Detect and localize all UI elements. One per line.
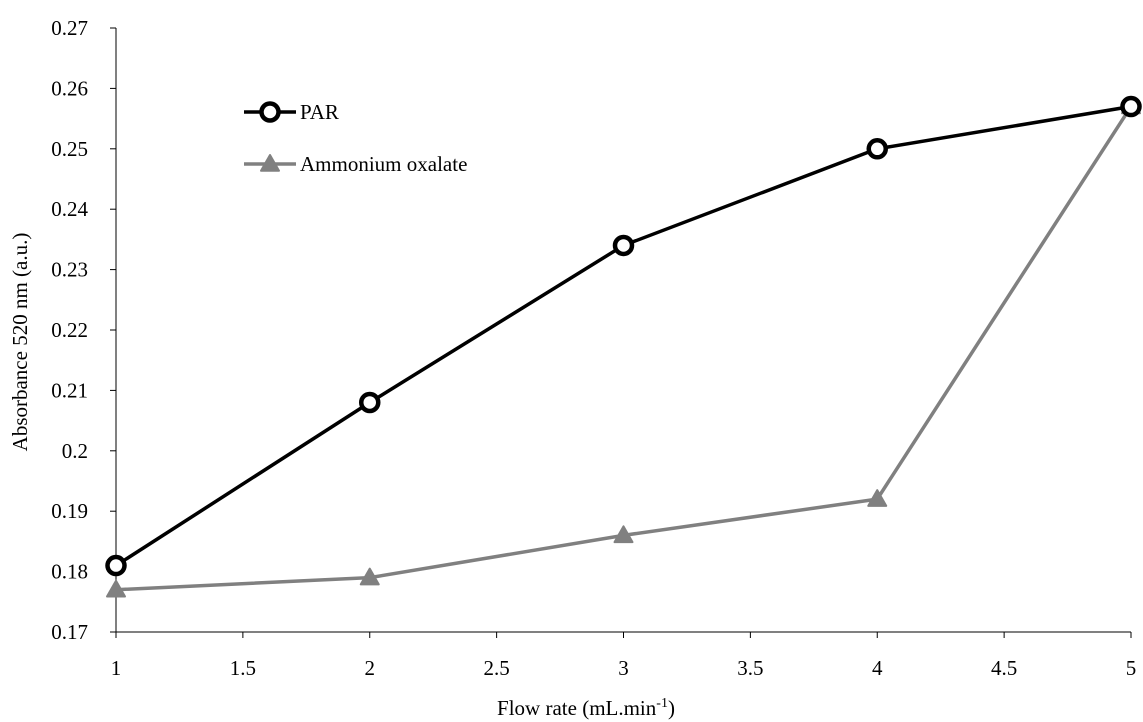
data-point	[106, 579, 126, 598]
x-tick-label: 2	[365, 656, 376, 680]
x-tick-label: 2.5	[484, 656, 510, 680]
data-point	[867, 489, 888, 507]
x-axis-title-suffix: )	[668, 696, 675, 720]
data-point	[612, 234, 635, 257]
legend-marker	[260, 154, 280, 172]
legend-label: Ammonium oxalate	[300, 152, 467, 176]
series-line	[115, 105, 1133, 592]
x-axis-title: Flow rate (mL.min-1)	[497, 696, 675, 720]
x-tick-label: 5	[1126, 656, 1137, 680]
legend: PAR Ammonium oxalate	[244, 100, 467, 176]
series-line	[115, 104, 1132, 568]
x-tick-label: 1.5	[230, 656, 256, 680]
y-tick-label: 0.19	[51, 499, 88, 523]
data-point	[1120, 95, 1142, 118]
data-point	[866, 138, 888, 160]
y-tick-label: 0.23	[51, 258, 88, 282]
y-axis-title: Absorbance 520 nm (a.u.)	[8, 233, 32, 452]
legend-item-1: Ammonium oxalate	[244, 152, 467, 176]
series-layer	[105, 95, 1142, 598]
data-point	[359, 567, 380, 586]
x-tick-label: 3	[618, 656, 629, 680]
legend-item-0: PAR	[244, 100, 339, 124]
legend-label: PAR	[300, 100, 339, 124]
x-tick-label: 1	[111, 656, 122, 680]
x-tick-label: 3.5	[737, 656, 763, 680]
y-tick-label: 0.18	[51, 560, 88, 584]
data-point	[359, 391, 381, 414]
y-tick-label: 0.21	[51, 378, 88, 402]
axes: 0.17 0.18 0.19 0.2 0.21 0.22 0.23 0.24 0.25 0.26 0…	[51, 16, 1136, 680]
y-tick-label: 0.24	[51, 197, 88, 221]
y-tick-label: 0.26	[51, 76, 88, 100]
legend-marker	[259, 101, 281, 123]
series-1	[106, 96, 1141, 598]
y-tick-label: 0.2	[62, 439, 88, 463]
y-tick-label: 0.27	[51, 16, 88, 40]
series-0	[105, 95, 1142, 577]
x-axis-title-sup: -1	[656, 696, 668, 711]
y-tick-label: 0.22	[51, 318, 88, 342]
y-tick-label: 0.25	[51, 137, 88, 161]
y-tick-label: 0.17	[51, 620, 88, 644]
x-axis-title-main: Flow rate (mL.min	[497, 696, 657, 720]
data-point	[613, 525, 634, 544]
data-point	[105, 554, 127, 577]
x-tick-label: 4	[872, 656, 883, 680]
x-tick-label: 4.5	[991, 656, 1017, 680]
